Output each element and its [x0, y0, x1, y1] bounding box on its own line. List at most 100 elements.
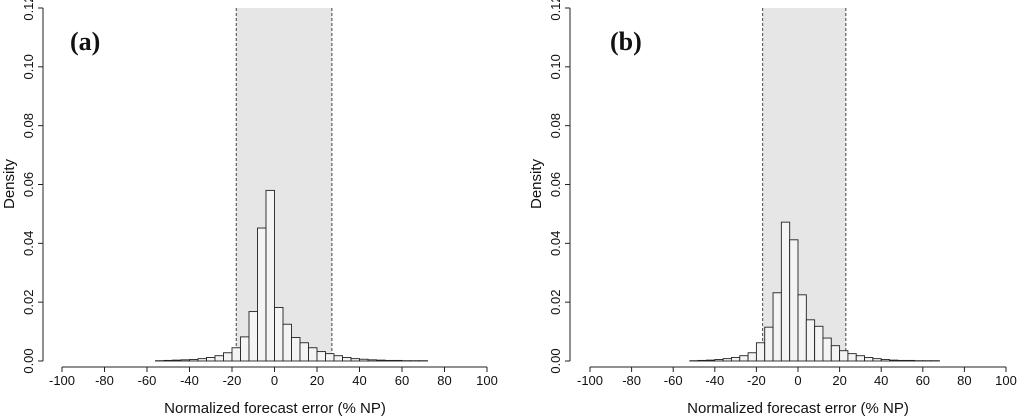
histogram-bar: [299, 342, 309, 362]
histogram-bar: [789, 239, 799, 362]
y-tick-label: 0.12: [548, 0, 563, 21]
histogram-bar: [706, 359, 716, 362]
histogram-bar: [393, 359, 403, 362]
histogram-bar: [847, 353, 857, 362]
x-tick-label: -100: [577, 373, 603, 388]
histogram-bar: [291, 337, 301, 362]
shaded-interval: [236, 8, 332, 361]
x-tick-label: 40: [874, 373, 888, 388]
x-tick-label: 80: [957, 373, 971, 388]
histogram-bar: [764, 326, 774, 362]
histogram-bar: [376, 359, 386, 362]
histogram-bars: [689, 221, 940, 362]
histogram-bar: [697, 359, 707, 362]
histogram-bar: [805, 319, 816, 362]
histogram-bar: [747, 352, 757, 362]
histogram-bar: [730, 357, 741, 362]
axes: -100 -80 -60 -40 -20 0 20 40 60 80 100 0.00 0.02 0.04…: [21, 0, 498, 388]
y-tick-label: 0.12: [21, 0, 36, 21]
histogram-bars: [155, 189, 428, 362]
histogram-bar: [714, 359, 724, 362]
y-tick-label: 0.06: [548, 172, 563, 197]
y-tick-label: 0.02: [548, 290, 563, 315]
histogram-bar: [814, 325, 824, 362]
histogram-bar: [248, 311, 258, 362]
histogram-bar: [772, 292, 782, 362]
histogram-bar: [316, 351, 326, 362]
y-tick-label: 0.00: [21, 348, 36, 373]
panel-label: (b): [610, 27, 642, 56]
histogram-bar: [342, 357, 352, 362]
histogram-bar: [780, 221, 791, 362]
y-tick-label: 0.08: [548, 113, 563, 138]
histogram-bar: [880, 359, 890, 362]
x-tick-label: -40: [180, 373, 199, 388]
y-tick-label: 0.08: [21, 113, 36, 138]
x-tick-label: -20: [747, 373, 766, 388]
panel-label: (a): [70, 27, 100, 56]
x-axis-title: Normalized forecast error (% NP): [687, 400, 909, 417]
y-axis-title: Density: [1, 158, 18, 209]
histogram-bar: [308, 347, 318, 362]
y-tick-label: 0.04: [21, 231, 36, 256]
histogram-bar: [359, 358, 369, 362]
x-tick-label: -20: [223, 373, 242, 388]
histogram-panel-b: -100 -80 -60 -40 -20 0 20 40 60 80 100 0.00 0.02 0.04…: [528, 0, 1017, 417]
histogram-bar: [172, 359, 182, 362]
interval-shading: [235, 8, 333, 361]
histogram-bar: [822, 337, 832, 362]
x-tick-label: 60: [395, 373, 409, 388]
histogram-bar: [265, 189, 275, 362]
x-tick-label: 100: [995, 373, 1017, 388]
histogram-panel-a: -100 -80 -60 -40 -20 0 20 40 60 80 100 0.00 0.02 0.04…: [1, 0, 498, 417]
histogram-bar: [755, 342, 766, 362]
x-tick-label: 20: [832, 373, 846, 388]
y-tick-label: 0.00: [548, 348, 563, 373]
x-tick-label: 0: [794, 373, 801, 388]
histogram-bar: [367, 359, 377, 362]
histogram-bar: [180, 359, 190, 362]
histogram-bar: [864, 357, 874, 362]
x-tick-label: -40: [705, 373, 724, 388]
histogram-bar: [240, 336, 250, 362]
histogram-bar: [897, 359, 907, 362]
histogram-bar: [384, 359, 394, 362]
histogram-bar: [905, 359, 915, 362]
histogram-bar: [872, 358, 882, 362]
x-tick-label: -100: [49, 373, 75, 388]
y-tick-label: 0.10: [21, 54, 36, 79]
histogram-bar: [830, 345, 841, 362]
y-tick-label: 0.02: [21, 290, 36, 315]
y-axis-title: Density: [528, 158, 545, 209]
x-tick-label: 40: [352, 373, 366, 388]
histogram-bar: [333, 355, 343, 362]
x-axis-title: Normalized forecast error (% NP): [164, 400, 386, 417]
histogram-bar: [839, 350, 849, 362]
histogram-bar: [197, 358, 207, 362]
x-tick-label: 0: [271, 373, 278, 388]
histogram-bar: [722, 358, 732, 362]
histogram-bar: [223, 352, 233, 362]
histogram-bar: [274, 307, 284, 362]
histogram-bar: [231, 347, 241, 362]
y-tick-label: 0.06: [21, 172, 36, 197]
histogram-bar: [163, 359, 173, 362]
x-tick-label: -60: [138, 373, 157, 388]
histogram-bar: [206, 357, 216, 362]
y-tick-label: 0.04: [548, 231, 563, 256]
x-tick-label: 20: [310, 373, 324, 388]
x-tick-label: 60: [916, 373, 930, 388]
axes: -100 -80 -60 -40 -20 0 20 40 60 80 100 0.00 0.02 0.04…: [548, 0, 1017, 388]
histogram-bar: [189, 359, 199, 362]
histogram-bar: [257, 227, 267, 362]
x-tick-label: 80: [437, 373, 451, 388]
histogram-bar: [214, 355, 224, 362]
x-tick-label: 100: [476, 373, 498, 388]
histogram-bar: [855, 355, 866, 362]
x-tick-label: -80: [622, 373, 641, 388]
histogram-bar: [350, 358, 360, 362]
histogram-bar: [739, 355, 749, 362]
histogram-bar: [889, 359, 899, 362]
histogram-bar: [797, 294, 807, 362]
